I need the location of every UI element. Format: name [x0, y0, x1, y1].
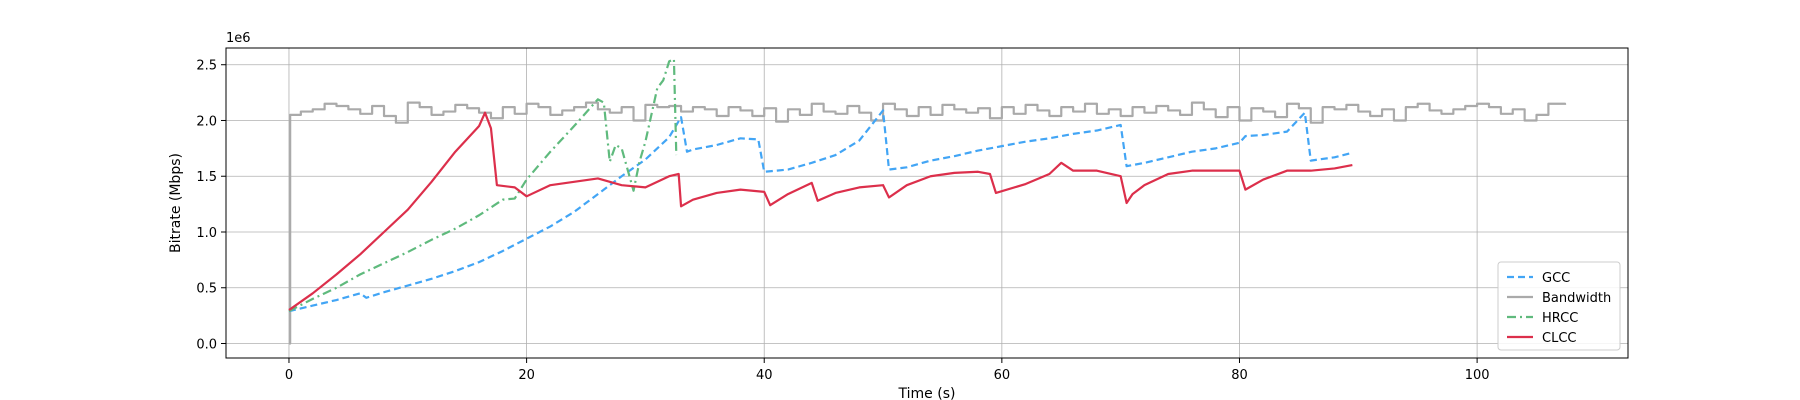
y-tick-label: 0.0 [196, 338, 217, 353]
series-line-hrcc [288, 58, 678, 313]
legend: GCC Bandwidth HRCC CLCC [1497, 261, 1621, 351]
y-tick-label: 0.5 [196, 282, 217, 297]
series-layer [288, 58, 1567, 345]
x-tick-label: 80 [1231, 368, 1248, 383]
x-tick-label: 60 [994, 368, 1011, 383]
x-tick-label: 20 [518, 368, 535, 383]
y-tick-label: 2.5 [196, 59, 217, 74]
x-axis-label: Time (s) [898, 386, 956, 400]
legend-label-hrcc: HRCC [1542, 311, 1578, 326]
y-offset-label: 1e6 [226, 31, 251, 46]
x-tick-label: 0 [285, 368, 293, 383]
series-line-clcc [288, 111, 1353, 311]
x-tick-label: 100 [1465, 368, 1490, 383]
series-line-gcc [288, 109, 1353, 313]
legend-label-bandwidth: Bandwidth [1542, 291, 1611, 306]
legend-box [1497, 261, 1621, 351]
ticks: 0 20 40 60 80 100 0.0 0.5 1.0 1.5 2.0 2.5 [196, 59, 1489, 383]
legend-label-clcc: CLCC [1542, 331, 1576, 346]
plot-frame [225, 47, 1629, 359]
y-axis-label: Bitrate (Mbps) [168, 153, 184, 253]
series-line-bandwidth [288, 101, 1567, 345]
y-tick-label: 1.5 [196, 170, 217, 185]
y-tick-label: 1.0 [196, 226, 217, 241]
x-tick-label: 40 [756, 368, 773, 383]
y-tick-label: 2.0 [196, 114, 217, 129]
legend-label-gcc: GCC [1542, 271, 1570, 286]
